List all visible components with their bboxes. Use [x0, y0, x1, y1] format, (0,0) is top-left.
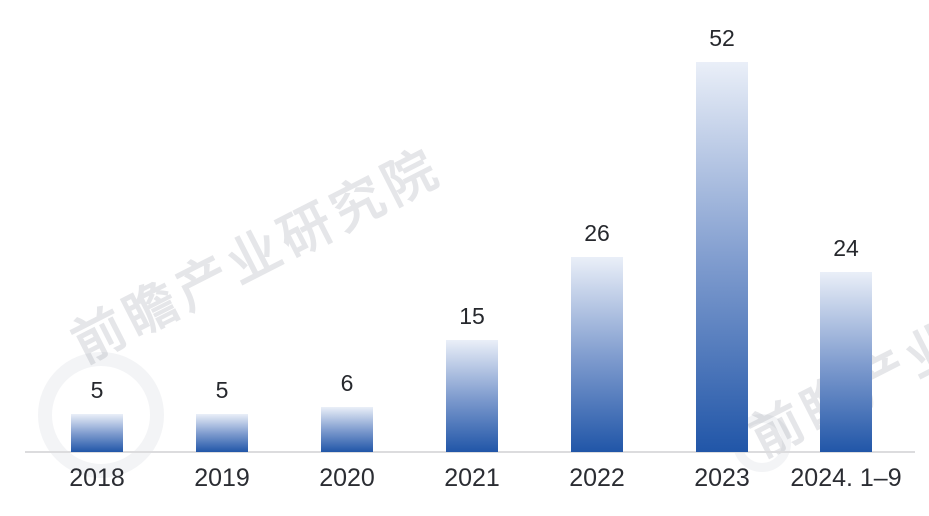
x-label-2022: 2022 [569, 464, 625, 492]
bar-group-2023: 52 [660, 24, 784, 452]
bar-value-label: 26 [584, 220, 610, 246]
bar-group-2019: 5 [160, 376, 284, 452]
x-axis-line [25, 451, 915, 453]
bar-value-label: 5 [90, 377, 104, 403]
x-label-2019: 2019 [194, 464, 250, 492]
bar-group-2018: 5 [35, 376, 159, 452]
bar-2024 [820, 272, 872, 452]
bar-2019 [196, 414, 248, 452]
bar-value-label: 24 [833, 235, 859, 261]
x-label-2024: 2024. 1–9 [790, 464, 902, 492]
watermark-text: 前瞻产业研究院 [63, 138, 452, 375]
x-label-2020: 2020 [319, 464, 375, 492]
bar-group-2022: 26 [535, 219, 659, 452]
bar-group-2021: 15 [410, 302, 534, 452]
bar-group-2020: 6 [285, 369, 409, 452]
x-label-2018: 2018 [69, 464, 125, 492]
bar-value-label: 52 [709, 25, 735, 51]
x-label-2021: 2021 [444, 464, 500, 492]
bar-value-label: 6 [340, 370, 354, 396]
bar-2022 [571, 257, 623, 452]
bar-2018 [71, 414, 123, 452]
x-label-2023: 2023 [694, 464, 750, 492]
bar-2023 [696, 62, 748, 452]
bar-value-label: 5 [215, 377, 229, 403]
bar-2021 [446, 340, 498, 452]
bar-2020 [321, 407, 373, 452]
bar-group-2024: 24 [784, 234, 908, 452]
bar-value-label: 15 [459, 303, 485, 329]
